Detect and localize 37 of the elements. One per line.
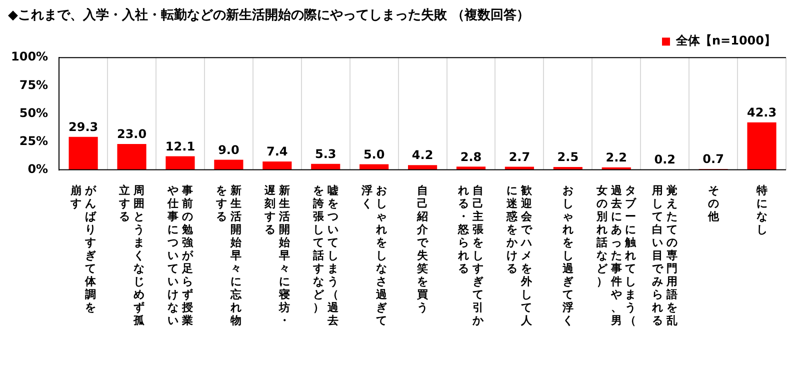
data-label: 4.2 <box>412 148 434 162</box>
data-label: 7.4 <box>266 144 288 159</box>
category-label: 自己紹介で失笑を買う <box>417 184 428 314</box>
chart-title: ◆これまで、入学・入社・転勤などの新生活開始の際にやってしまった失敗 （複数回答） <box>8 7 530 24</box>
data-label: 5.3 <box>314 146 336 161</box>
data-label: 0.7 <box>702 152 724 166</box>
category-label: 覚えたての専門用語を乱用して白い目でみられる <box>652 184 678 327</box>
y-tick-label: 75% <box>19 78 48 92</box>
data-label: 23.0 <box>116 127 147 142</box>
category-label: タブーに触れてしまう（過去にあった事件や、男女の別れ話など） <box>596 184 636 327</box>
y-tick-label: 100% <box>10 50 48 64</box>
data-label: 2.8 <box>460 150 482 164</box>
category-label: おしゃれをしなさ過ぎて浮く <box>361 184 387 327</box>
data-label: 5.0 <box>363 147 385 162</box>
category-label: 嘘をついてしまう（過去を誇張して話すなど） <box>312 184 338 327</box>
category-label: 自己主張をしすぎて引かれる・怒られる <box>458 184 484 327</box>
x-tick-label: 特になし <box>755 184 768 236</box>
category-label: 歓迎会でハメを外して人に迷惑をかける <box>506 184 532 327</box>
data-label: 2.5 <box>557 150 579 164</box>
y-tick-label: 25% <box>19 134 48 148</box>
x-tick-label: その他 <box>706 184 720 223</box>
data-label: 0.2 <box>654 152 676 167</box>
y-tick-label: 0% <box>28 162 48 176</box>
category-label: 新生活開始早々に寝坊・遅刻する <box>264 184 290 327</box>
category-label: 周囲とうまくなじめず孤立する <box>119 184 144 327</box>
y-tick-label: 50% <box>19 106 48 120</box>
category-label: がんばりすぎて体調を崩す <box>70 184 96 314</box>
data-label: 9.0 <box>218 142 240 157</box>
category-label: 事前の勉強が足らず授業や仕事についていけない <box>167 184 193 327</box>
data-label: 42.3 <box>746 105 777 120</box>
data-label: 12.1 <box>165 139 196 154</box>
legend-label: 全体【n=1000】 <box>675 34 776 48</box>
data-label: 29.3 <box>68 120 98 134</box>
category-label: おしゃれをし過ぎて浮く <box>562 184 574 327</box>
data-label: 2.2 <box>606 150 628 164</box>
data-label: 2.7 <box>508 150 530 164</box>
category-label: 新生活開始早々に忘れ物をする <box>216 184 242 327</box>
